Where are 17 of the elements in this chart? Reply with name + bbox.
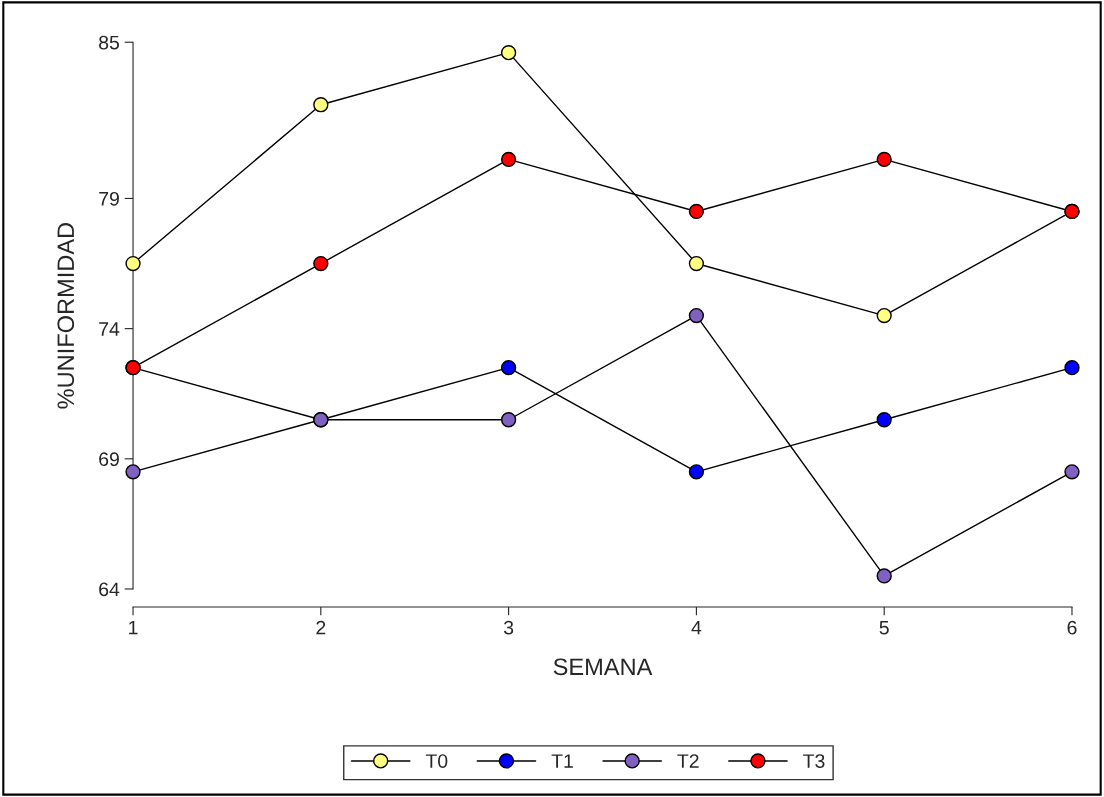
legend-label: T1 (551, 754, 573, 768)
x-tick-label: 2 (316, 620, 326, 635)
x-tick-label: 5 (879, 620, 889, 635)
x-tick-label: 1 (129, 620, 138, 635)
x-axis-title: SEMANA (553, 658, 653, 676)
y-tick-label: 79 (99, 191, 119, 206)
y-tick-label: 85 (99, 35, 120, 50)
y-axis-title: %UNIFORMIDAD (57, 222, 75, 409)
x-tick-label: 4 (691, 620, 702, 635)
y-tick-label: 69 (99, 452, 119, 467)
x-tick-label: 6 (1067, 620, 1077, 635)
legend-label: T3 (803, 754, 825, 768)
legend-label: T2 (677, 754, 699, 768)
y-tick-label: 64 (99, 582, 120, 597)
legend-label: T0 (425, 754, 448, 768)
x-tick-label: 3 (503, 620, 514, 635)
y-tick-label: 74 (99, 322, 120, 336)
